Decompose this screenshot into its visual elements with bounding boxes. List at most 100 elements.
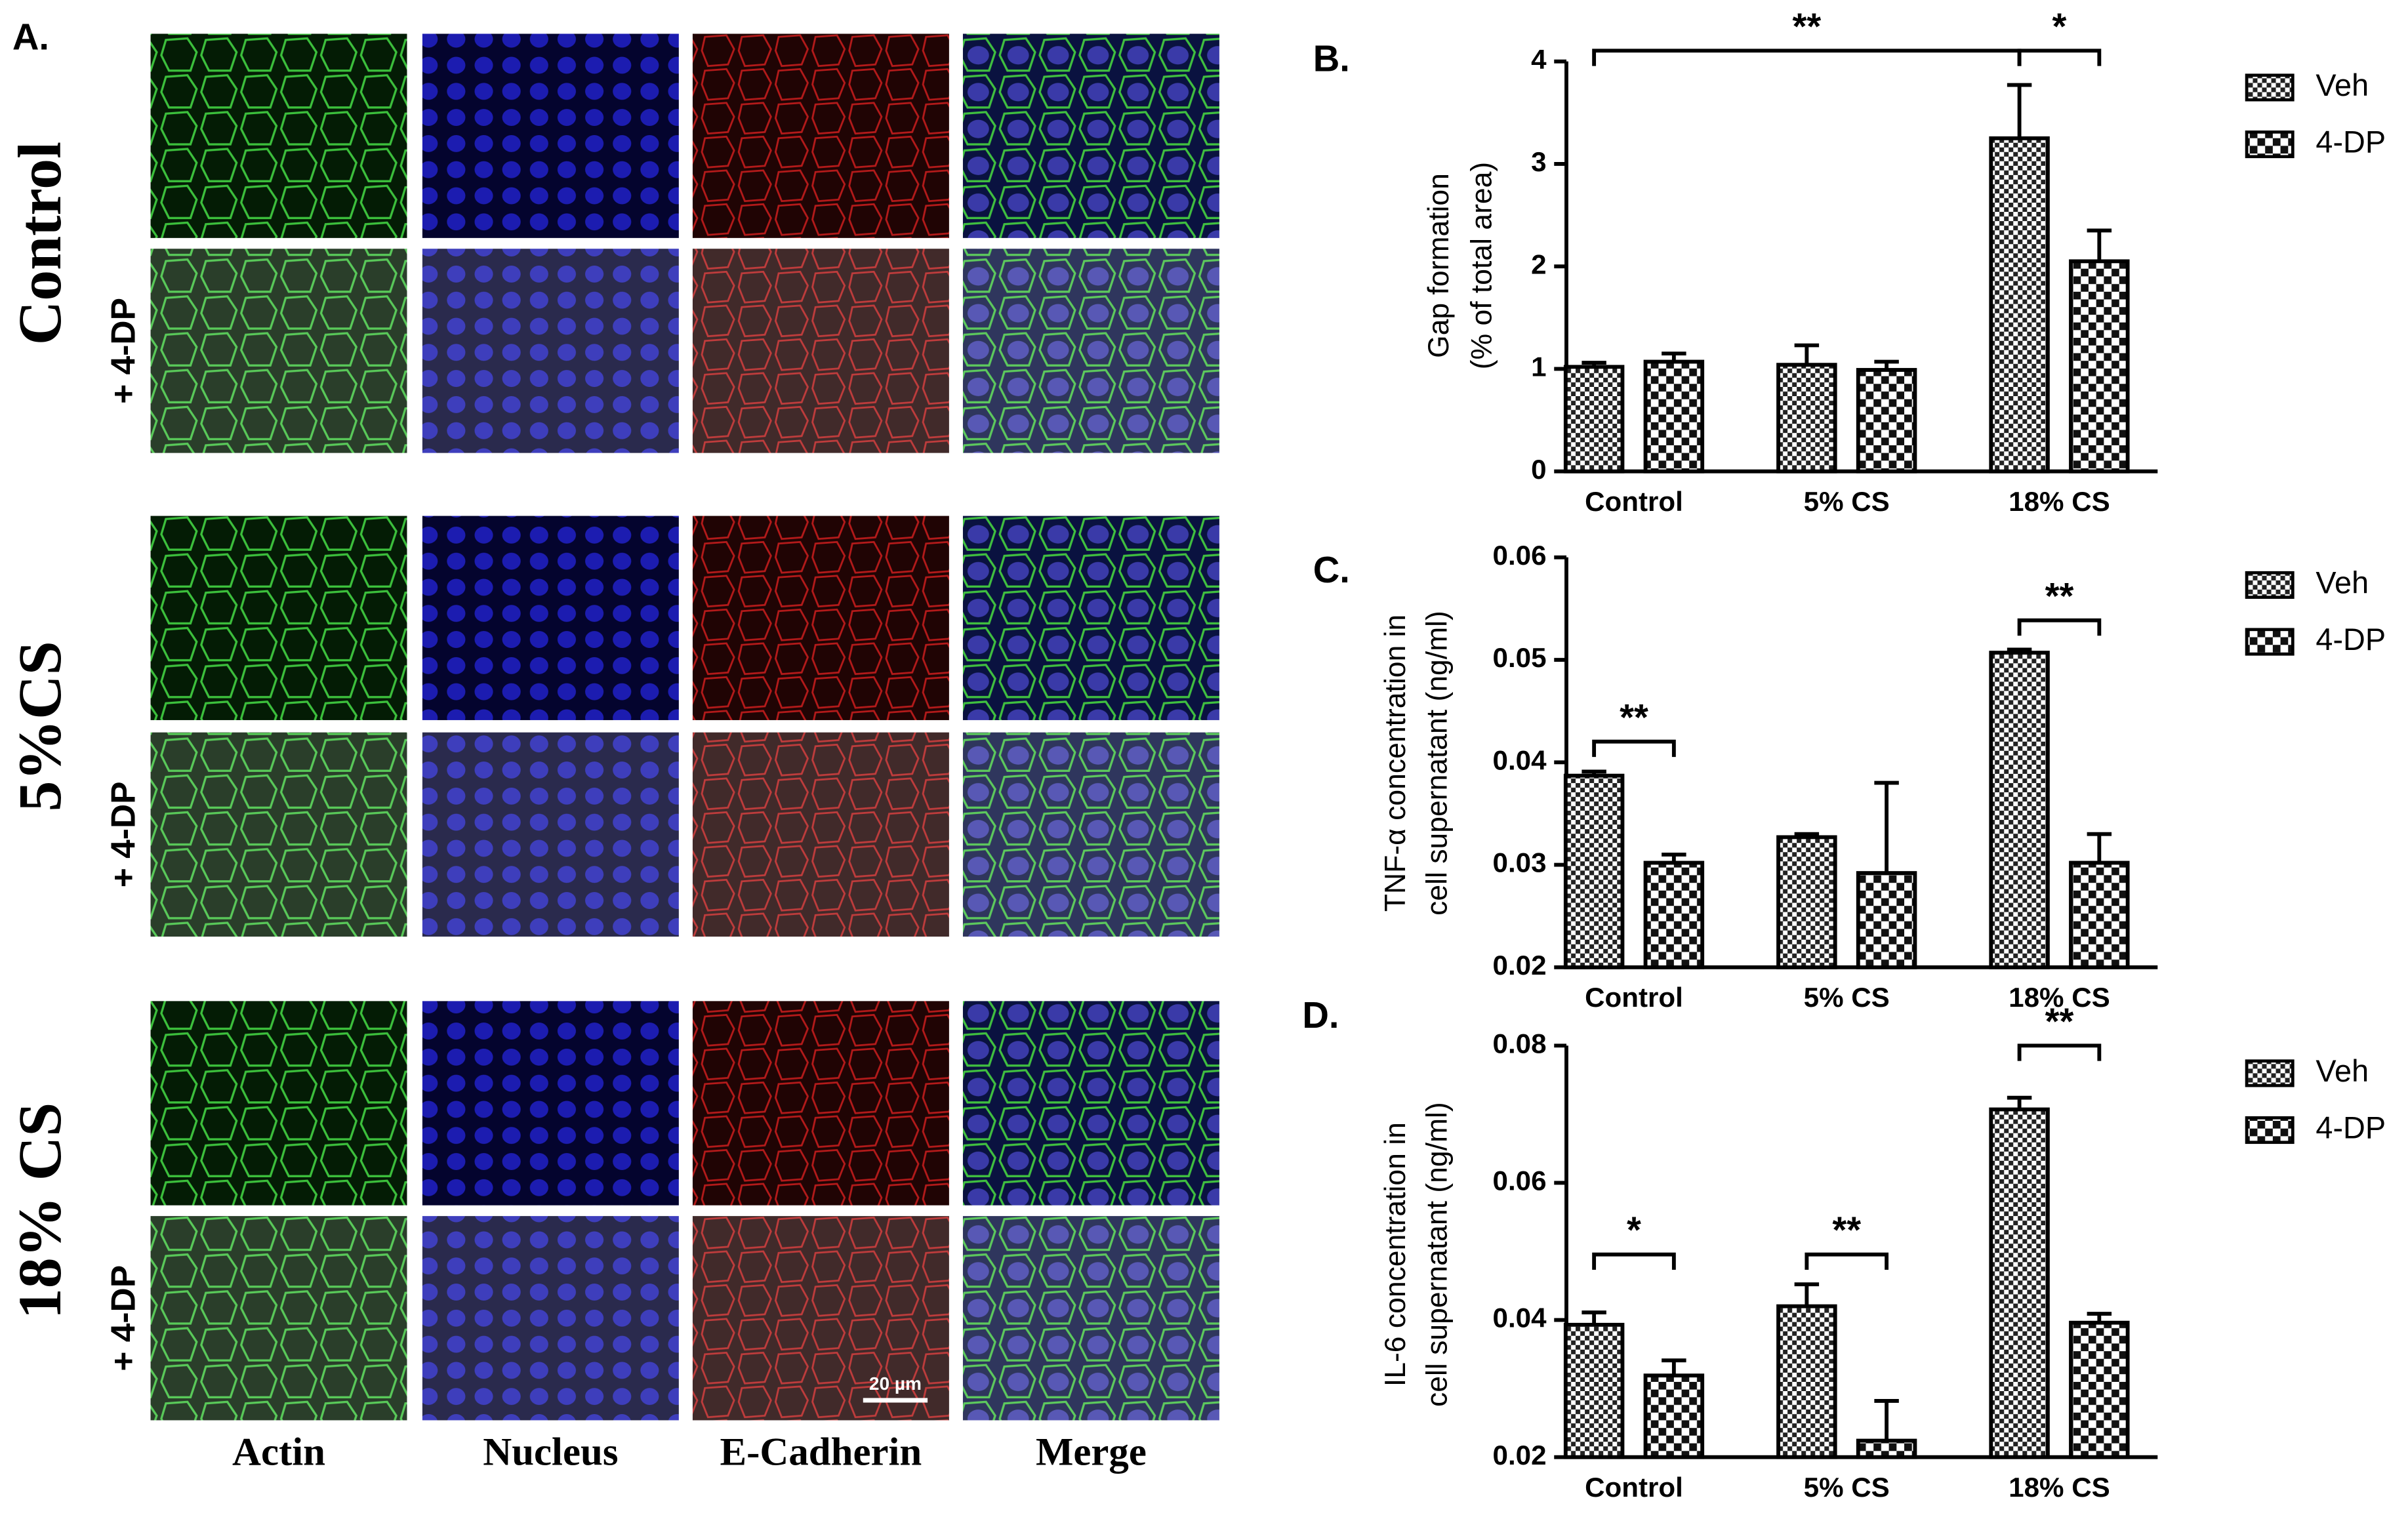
y-tick-label: 0.04 bbox=[1493, 744, 1547, 775]
significance-bracket bbox=[1805, 1252, 1889, 1270]
x-tick-label: Control bbox=[1585, 982, 1683, 1013]
y-tick-label: 0.03 bbox=[1493, 847, 1547, 878]
significance-label: ** bbox=[1832, 1209, 1861, 1251]
column-label: E-Cadherin bbox=[720, 1430, 922, 1474]
micrograph bbox=[692, 249, 949, 453]
row-sublabel: + 4-DP bbox=[104, 1265, 142, 1371]
row-sublabel: + 4-DP bbox=[104, 298, 142, 404]
legend-label: Veh bbox=[2316, 68, 2369, 102]
bar bbox=[1776, 363, 1837, 474]
micrograph bbox=[962, 33, 1219, 238]
x-tick-label: 5% CS bbox=[1804, 486, 1890, 517]
x-tick-label: 5% CS bbox=[1804, 1472, 1890, 1503]
row-label: 5%CS bbox=[7, 641, 74, 811]
y-axis-label: Gap formation bbox=[1423, 173, 1455, 358]
micrograph bbox=[692, 1001, 949, 1205]
micrograph bbox=[150, 249, 407, 453]
chart-label: B. bbox=[1313, 37, 1350, 79]
significance-bracket bbox=[1592, 1252, 1676, 1270]
column-label: Merge bbox=[1036, 1430, 1147, 1474]
bar bbox=[1989, 136, 2050, 474]
x-tick-label: 18% CS bbox=[2009, 1472, 2110, 1503]
y-tick-label: 0.06 bbox=[1493, 540, 1547, 571]
bar bbox=[1643, 861, 1705, 969]
bar bbox=[1989, 1107, 2050, 1459]
panel-label: A. bbox=[12, 16, 49, 58]
bar bbox=[1856, 871, 1917, 969]
micrograph bbox=[150, 732, 407, 937]
significance-label: * bbox=[2052, 5, 2067, 47]
y-tick-label: 0.02 bbox=[1493, 1440, 1547, 1470]
micrograph bbox=[692, 732, 949, 937]
legend-swatch bbox=[2245, 1059, 2295, 1087]
bar bbox=[1776, 835, 1837, 969]
y-axis-label: TNF-α concentration in bbox=[1379, 615, 1412, 912]
y-axis-label: IL-6 concentration in bbox=[1379, 1122, 1412, 1387]
y-tick-label: 4 bbox=[1531, 44, 1547, 75]
bar bbox=[1643, 1373, 1705, 1459]
bar bbox=[2069, 259, 2130, 474]
bar bbox=[1856, 1438, 1917, 1459]
micrograph bbox=[150, 516, 407, 720]
micrograph bbox=[962, 1001, 1219, 1205]
bar bbox=[1856, 368, 1917, 474]
y-tick-label: 1 bbox=[1531, 352, 1546, 382]
bar bbox=[1776, 1304, 1837, 1459]
y-tick-label: 0.08 bbox=[1493, 1028, 1547, 1059]
legend-label: Veh bbox=[2316, 1054, 2369, 1088]
legend-swatch bbox=[2245, 571, 2295, 599]
chart-label: C. bbox=[1313, 549, 1350, 590]
y-tick-label: 0 bbox=[1531, 454, 1546, 485]
column-label: Actin bbox=[232, 1430, 325, 1474]
bar bbox=[1989, 651, 2050, 969]
micrograph bbox=[422, 516, 679, 720]
significance-bracket bbox=[1592, 49, 2022, 66]
micrograph bbox=[150, 33, 407, 238]
column-label: Nucleus bbox=[483, 1430, 618, 1474]
bar bbox=[2069, 1320, 2130, 1459]
row-label: 18% CS bbox=[7, 1103, 74, 1319]
legend-swatch bbox=[2245, 130, 2295, 159]
micrograph bbox=[692, 516, 949, 720]
y-tick-label: 0.05 bbox=[1493, 642, 1547, 673]
micrograph bbox=[422, 33, 679, 238]
bar bbox=[2069, 861, 2130, 969]
row-label: Control bbox=[7, 142, 74, 345]
legend-swatch bbox=[2245, 628, 2295, 656]
row-sublabel: + 4-DP bbox=[104, 782, 142, 888]
legend-label: 4-DP bbox=[2316, 1110, 2386, 1144]
bar bbox=[1563, 1322, 1625, 1459]
significance-label: * bbox=[1627, 1209, 1641, 1251]
significance-label: ** bbox=[2045, 1000, 2074, 1042]
y-tick-label: 0.04 bbox=[1493, 1303, 1547, 1333]
micrograph bbox=[692, 33, 949, 238]
x-tick-label: Control bbox=[1585, 1472, 1683, 1503]
bar bbox=[1563, 365, 1625, 474]
significance-bracket bbox=[2017, 1043, 2102, 1061]
x-tick-label: 5% CS bbox=[1804, 982, 1890, 1013]
significance-label: ** bbox=[2045, 575, 2074, 617]
micrograph bbox=[422, 732, 679, 937]
significance-label: ** bbox=[1620, 697, 1648, 738]
bar bbox=[1643, 359, 1705, 474]
y-tick-label: 0.02 bbox=[1493, 950, 1547, 981]
micrograph bbox=[962, 249, 1219, 453]
y-tick-label: 3 bbox=[1531, 146, 1546, 177]
y-axis-label: cell supernatant (ng/ml) bbox=[1421, 611, 1453, 916]
legend-swatch bbox=[2245, 1116, 2295, 1144]
significance-bracket bbox=[1592, 739, 1676, 758]
significance-bracket bbox=[2017, 49, 2102, 66]
micrograph bbox=[962, 732, 1219, 937]
micrograph bbox=[422, 249, 679, 453]
chart-label: D. bbox=[1302, 994, 1339, 1036]
micrograph bbox=[962, 1216, 1219, 1421]
significance-bracket bbox=[2017, 618, 2102, 636]
micrograph bbox=[962, 516, 1219, 720]
x-tick-label: Control bbox=[1585, 486, 1683, 517]
legend-label: 4-DP bbox=[2316, 622, 2386, 657]
y-axis-label: cell supernatant (ng/ml) bbox=[1421, 1102, 1453, 1407]
micrograph bbox=[150, 1216, 407, 1421]
significance-label: ** bbox=[1792, 5, 1821, 47]
bar bbox=[1563, 773, 1625, 969]
